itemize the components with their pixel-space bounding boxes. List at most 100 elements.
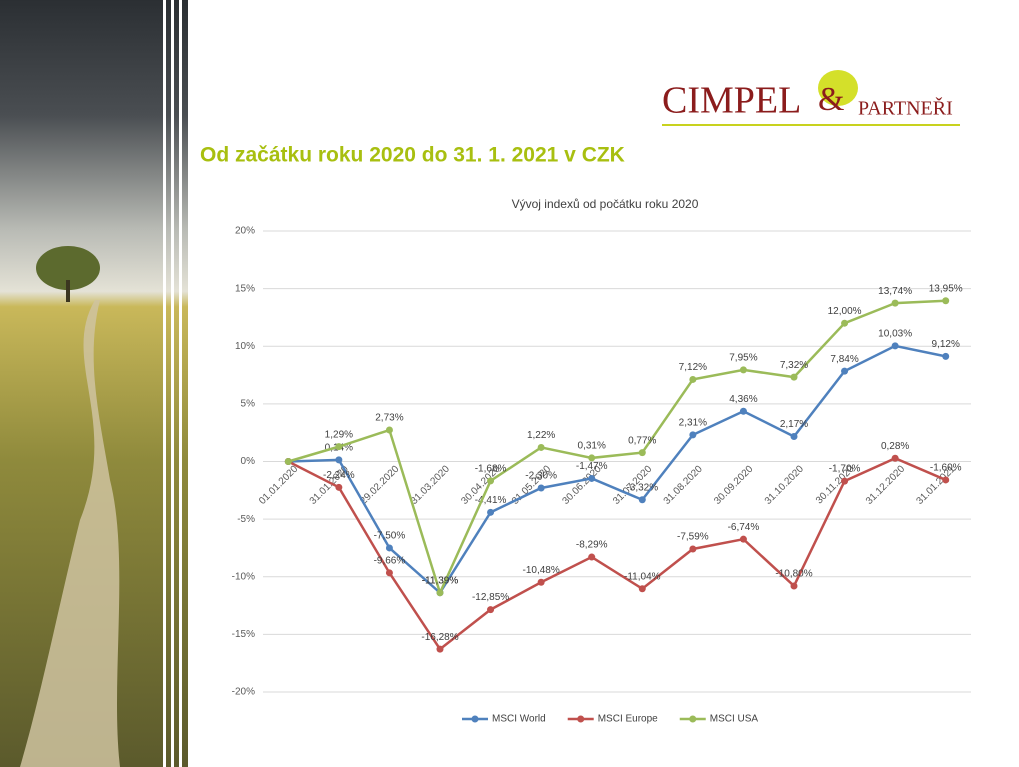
chart-title: Vývoj indexů od počátku roku 2020 xyxy=(512,197,699,211)
data-label: -2,24% xyxy=(323,470,355,481)
legend-label: MSCI Europe xyxy=(598,714,658,725)
point-marker xyxy=(942,476,950,484)
y-tick-label: -20% xyxy=(232,687,255,698)
data-label: -1,47% xyxy=(576,461,608,472)
point-marker xyxy=(942,352,950,360)
point-marker xyxy=(739,535,747,543)
x-tick-label: 31.03.2020 xyxy=(409,463,452,506)
y-tick-label: -15% xyxy=(232,629,255,640)
y-tick-label: -10% xyxy=(232,571,255,582)
point-marker xyxy=(284,458,292,465)
logo-name: CIMPEL xyxy=(662,80,801,122)
data-label: 13,74% xyxy=(878,286,912,297)
legend-marker xyxy=(577,715,585,723)
point-marker xyxy=(891,454,899,462)
point-marker xyxy=(385,569,393,577)
data-label: 4,36% xyxy=(729,394,757,405)
point-marker xyxy=(335,456,343,464)
data-label: -7,50% xyxy=(374,531,406,542)
logo: CIMPEL & PARTNEŘI xyxy=(662,70,960,126)
point-marker xyxy=(790,432,798,440)
point-marker xyxy=(841,367,849,375)
series-line xyxy=(288,344,946,595)
point-marker xyxy=(891,299,899,307)
data-label: 13,95% xyxy=(929,283,963,294)
point-marker xyxy=(790,582,798,590)
logo-suffix: PARTNEŘI xyxy=(858,97,953,120)
point-marker xyxy=(335,483,343,491)
data-label: 0,77% xyxy=(628,435,656,446)
data-label: -8,29% xyxy=(576,540,608,551)
data-label: 1,29% xyxy=(325,429,353,440)
point-marker xyxy=(436,589,444,597)
data-label: -1,60% xyxy=(930,463,962,474)
point-marker xyxy=(841,477,849,485)
background-photo xyxy=(0,0,188,767)
data-label: -1,68% xyxy=(475,464,507,475)
legend-marker xyxy=(471,715,479,723)
data-label: -11,04% xyxy=(624,571,661,582)
series-line xyxy=(287,299,946,597)
data-label: -4,41% xyxy=(475,495,507,506)
data-label: 0,28% xyxy=(881,441,909,452)
point-marker xyxy=(638,449,646,457)
point-marker xyxy=(537,484,545,492)
data-label: 7,32% xyxy=(780,360,808,371)
data-label: 7,95% xyxy=(729,353,757,364)
legend-label: MSCI World xyxy=(492,714,546,725)
point-marker xyxy=(487,606,495,614)
point-marker xyxy=(739,407,747,415)
x-tick-label: 01.01.2020 xyxy=(257,463,300,506)
legend-label: MSCI USA xyxy=(710,714,759,725)
data-label: -10,48% xyxy=(523,565,560,576)
data-label: 2,31% xyxy=(679,418,707,429)
point-marker xyxy=(689,375,697,383)
data-label: -12,85% xyxy=(472,592,509,603)
y-tick-label: 5% xyxy=(241,399,256,410)
x-tick-label: 31.08.2020 xyxy=(662,463,705,506)
logo-amp: & xyxy=(818,81,844,118)
slide-heading: Od začátku roku 2020 do 31. 1. 2021 v CZ… xyxy=(200,144,625,167)
point-marker xyxy=(537,578,545,586)
data-label: -10,80% xyxy=(775,569,812,580)
point-marker xyxy=(638,585,646,593)
data-label: 2,17% xyxy=(780,419,808,430)
data-label: 9,12% xyxy=(932,339,960,350)
data-label: 2,73% xyxy=(375,413,403,424)
data-label: 12,00% xyxy=(828,306,862,317)
point-marker xyxy=(689,545,697,553)
data-label: 10,03% xyxy=(878,329,912,340)
point-marker xyxy=(588,553,596,561)
point-marker xyxy=(588,474,596,482)
data-label: -1,70% xyxy=(829,464,861,475)
point-marker xyxy=(335,443,343,451)
point-marker xyxy=(487,477,495,485)
data-label: -7,59% xyxy=(677,532,709,543)
point-marker xyxy=(689,431,697,439)
x-tick-label: 30.09.2020 xyxy=(712,463,755,506)
data-label: 1,22% xyxy=(527,430,555,441)
point-marker xyxy=(385,544,393,552)
data-label: -2,30% xyxy=(525,471,557,482)
point-marker xyxy=(790,373,798,381)
data-label: 0,31% xyxy=(578,441,606,452)
data-label: 7,84% xyxy=(830,354,858,365)
x-tick-label: 29.02.2020 xyxy=(358,463,401,506)
data-label: -16,28% xyxy=(421,632,458,643)
data-label: 7,12% xyxy=(679,362,707,373)
data-label: -3,32% xyxy=(626,482,658,493)
y-tick-label: 20% xyxy=(235,226,255,237)
data-label: -9,66% xyxy=(374,555,406,566)
data-label: -11,39% xyxy=(422,575,459,586)
data-label: -11,39% xyxy=(422,575,459,586)
y-tick-label: 10% xyxy=(235,341,255,352)
data-label: -6,74% xyxy=(728,522,760,533)
legend-marker xyxy=(689,715,697,723)
point-marker xyxy=(891,342,899,350)
point-marker xyxy=(841,319,849,327)
x-tick-label: 31.10.2020 xyxy=(763,463,806,506)
point-marker xyxy=(385,426,393,434)
series-line xyxy=(287,456,947,651)
